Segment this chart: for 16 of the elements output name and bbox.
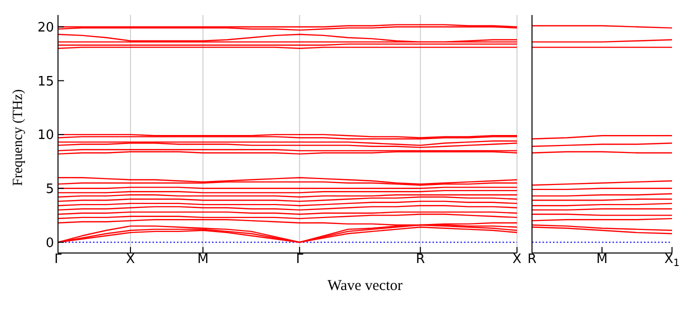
x-tick-label: Γ: [296, 252, 304, 267]
x-tick-label: M: [197, 252, 209, 267]
y-axis-title: Frequency (THz): [10, 88, 26, 186]
y-tick-label: 0: [46, 236, 54, 251]
x-tick-label: M: [596, 252, 608, 267]
x-tick-label: X$_{1}$: [664, 252, 680, 269]
x-axis-title: Wave vector: [326, 278, 404, 295]
x-tick-label: X: [126, 252, 136, 267]
x-tick-label: X: [512, 252, 522, 267]
y-tick-label: 5: [46, 182, 54, 197]
x-tick-label: R: [416, 252, 425, 267]
y-tick-label: 20: [37, 20, 54, 36]
x-tick-label: Γ: [54, 252, 62, 267]
y-tick-label: 15: [37, 74, 54, 90]
x-tick-label: R: [527, 252, 537, 267]
y-tick-label: 10: [37, 128, 54, 144]
